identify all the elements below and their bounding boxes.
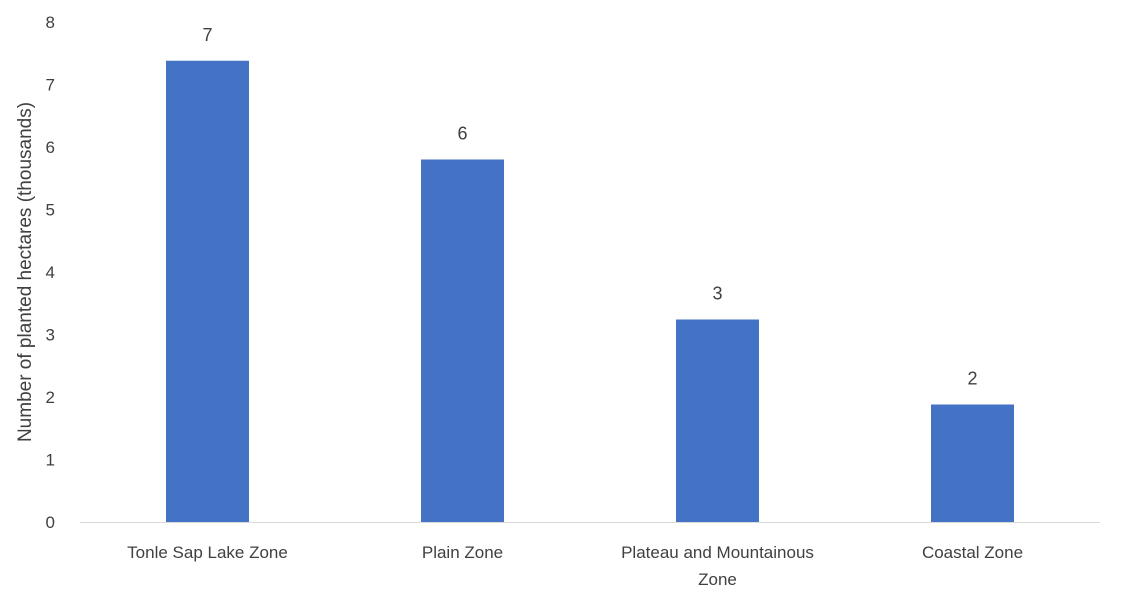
y-tick-labels: 0 1 2 3 4 5 6 7 8 [46,13,55,532]
x-tick-label: Plain Zone [422,543,503,562]
x-tick-label: Coastal Zone [922,543,1023,562]
y-tick-label: 7 [46,76,55,95]
x-tick-label: Plateau and Mountainous [621,543,814,562]
y-tick-label: 8 [46,13,55,32]
data-label: 6 [457,124,467,144]
data-label: 3 [712,284,722,304]
bars [166,60,1014,522]
y-tick-label: 3 [46,326,55,345]
bar [676,319,759,522]
x-tick-label: Tonle Sap Lake Zone [127,543,288,562]
x-tick-label: Zone [698,570,737,589]
x-tick-labels: Tonle Sap Lake Zone Plain Zone Plateau and… [127,543,1023,589]
y-tick-label: 2 [46,388,55,407]
y-axis-title: Number of planted hectares (thousands) [15,102,36,442]
y-tick-label: 4 [46,263,55,282]
bar [421,159,504,522]
y-tick-label: 6 [46,138,55,157]
y-tick-label: 1 [46,451,55,470]
bar [931,404,1014,522]
bar [166,60,249,522]
data-label: 7 [202,25,212,45]
data-label: 2 [967,369,977,389]
data-labels: 7 6 3 2 [202,25,977,389]
y-tick-label: 0 [46,513,55,532]
y-tick-label: 5 [46,201,55,220]
y-axis-title-group: Number of planted hectares (thousands) [15,102,36,442]
